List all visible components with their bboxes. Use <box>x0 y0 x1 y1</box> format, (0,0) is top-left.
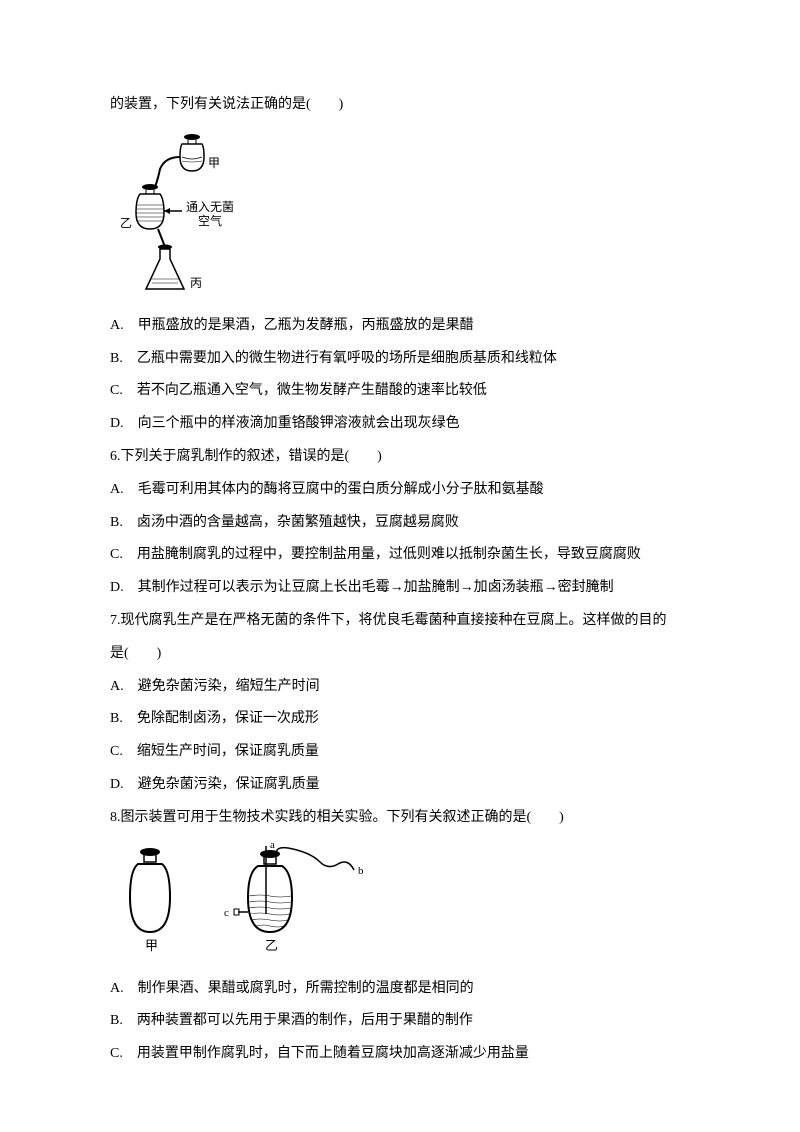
q7-option-d: D. 避免杂菌污染，保证腐乳质量 <box>110 770 690 801</box>
q6-option-d: D. 其制作过程可以表示为让豆腐上长出毛霉→加盐腌制→加卤汤装瓶→密封腌制 <box>110 573 690 604</box>
q6-intro: 6.下列关于腐乳制作的叙述，错误的是( ) <box>110 442 690 473</box>
q8-intro: 8.图示装置可用于生物技术实践的相关实验。下列有关叙述正确的是( ) <box>110 803 690 834</box>
q7-option-a: A. 避免杂菌污染，缩短生产时间 <box>110 672 690 703</box>
q8-option-b: B. 两种装置都可以先用于果酒的制作，后用于果醋的制作 <box>110 1006 690 1037</box>
q5-option-b: B. 乙瓶中需要加入的微生物进行有氧呼吸的场所是细胞质基质和线粒体 <box>110 344 690 375</box>
air-text-2: 空气 <box>198 213 222 228</box>
label-yi-1: 乙 <box>120 216 132 230</box>
label-jia-2: 甲 <box>145 938 158 953</box>
q8-option-a: A. 制作果酒、果醋或腐乳时，所需控制的温度都是相同的 <box>110 974 690 1005</box>
q7-intro-1: 7.现代腐乳生产是在严格无菌的条件下，将优良毛霉菌种直接接种在豆腐上。这样做的目… <box>110 606 690 637</box>
label-c: c <box>224 907 229 919</box>
label-b: b <box>358 865 364 877</box>
diagram-2: 甲 a b c 乙 <box>110 842 690 962</box>
label-yi-2: 乙 <box>265 938 278 953</box>
q5-option-d: D. 向三个瓶中的样液滴加重铬酸钾溶液就会出现灰绿色 <box>110 409 690 440</box>
q8-option-c: C. 用装置甲制作腐乳时，自下而上随着豆腐块加高逐渐减少用盐量 <box>110 1039 690 1070</box>
diagram-1: 甲 乙 通入无菌 空气 丙 <box>110 129 690 299</box>
q5-option-c: C. 若不向乙瓶通入空气，微生物发酵产生醋酸的速率比较低 <box>110 376 690 407</box>
label-a: a <box>270 842 275 851</box>
q6-option-b: B. 卤汤中酒的含量越高，杂菌繁殖越快，豆腐越易腐败 <box>110 508 690 539</box>
q6-option-a: A. 毛霉可利用其体内的酶将豆腐中的蛋白质分解成小分子肽和氨基酸 <box>110 475 690 506</box>
label-jia-1: 甲 <box>208 156 220 170</box>
q5-intro: 的装置，下列有关说法正确的是( ) <box>110 90 690 121</box>
q6-option-c: C. 用盐腌制腐乳的过程中，要控制盐用量，过低则难以抵制杂菌生长，导致豆腐腐败 <box>110 540 690 571</box>
q7-option-b: B. 免除配制卤汤，保证一次成形 <box>110 704 690 735</box>
q5-option-a: A. 甲瓶盛放的是果酒，乙瓶为发酵瓶，丙瓶盛放的是果醋 <box>110 311 690 342</box>
label-bing-1: 丙 <box>190 276 202 290</box>
q7-intro-2: 是( ) <box>110 639 690 670</box>
q7-option-c: C. 缩短生产时间，保证腐乳质量 <box>110 737 690 768</box>
air-text-1: 通入无菌 <box>186 200 234 214</box>
